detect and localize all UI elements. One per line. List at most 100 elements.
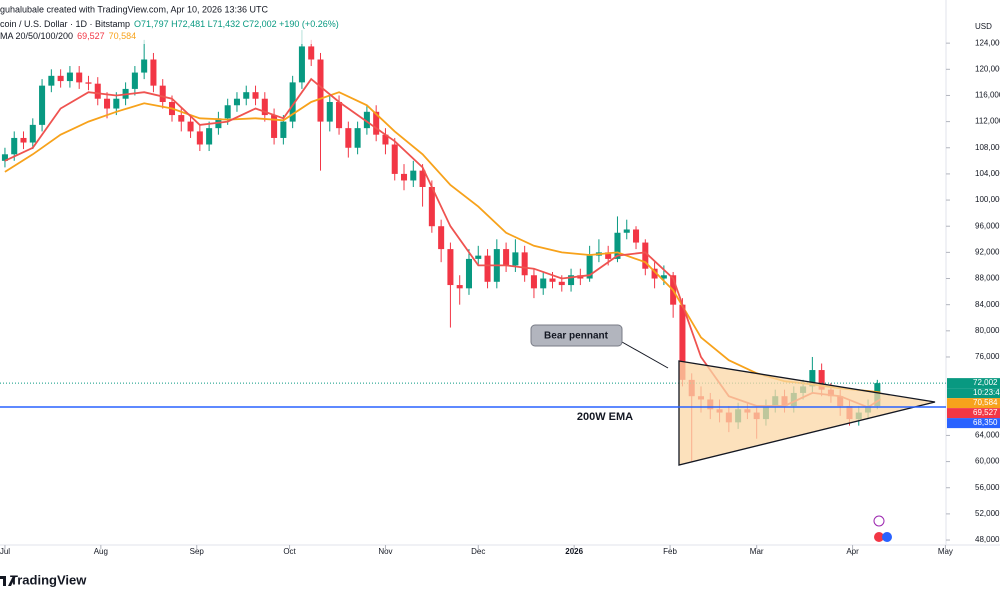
candle-body xyxy=(484,255,491,282)
currency: USD xyxy=(975,22,992,31)
candle-body xyxy=(131,72,138,89)
ohlc: O71,797 H72,481 L71,432 C72,002 +190 (+0… xyxy=(134,19,339,29)
candle-body xyxy=(224,105,231,119)
x-tick-label: Oct xyxy=(283,547,296,556)
candle-body xyxy=(373,111,380,135)
candle-body xyxy=(456,285,463,289)
candle-body xyxy=(141,59,148,73)
ma-value: 69,527 xyxy=(77,31,105,41)
candle-body xyxy=(187,121,194,132)
candle-body xyxy=(289,82,296,122)
candle-body xyxy=(280,121,287,138)
y-tick-label: 88,000 xyxy=(975,274,1000,283)
callout-text: Bear pennant xyxy=(544,331,609,342)
candle-body xyxy=(345,128,352,148)
candle-body xyxy=(605,252,612,259)
candle-body xyxy=(66,72,73,82)
y-tick-label: 108,000 xyxy=(975,143,1000,152)
y-tick-label: 76,000 xyxy=(975,352,1000,361)
y-tick-label: 80,000 xyxy=(975,326,1000,335)
price-label-bg xyxy=(947,378,1000,389)
candle-body xyxy=(48,75,55,86)
x-tick-label: Dec xyxy=(471,547,485,556)
x-tick-label: Sep xyxy=(190,547,205,556)
callout-pointer xyxy=(621,341,669,369)
candle-body xyxy=(243,92,250,99)
attribution: guhalubale created with TradingView.com,… xyxy=(0,4,269,14)
candle-body xyxy=(410,170,417,181)
candle-body xyxy=(113,98,120,109)
price-label: 72,002 xyxy=(973,378,998,387)
candle-body xyxy=(94,83,101,99)
icon xyxy=(874,532,884,542)
symbol: coin / U.S. Dollar · 1D · Bitstamp O71,79… xyxy=(0,19,339,29)
candle-body xyxy=(252,92,259,99)
candle-body xyxy=(150,59,157,86)
price-label: 70,584 xyxy=(973,398,998,407)
candle-body xyxy=(29,124,36,143)
candle-body xyxy=(298,46,305,83)
candle-body xyxy=(76,72,83,83)
y-tick-label: 112,000 xyxy=(975,117,1000,126)
price-label: 69,527 xyxy=(973,408,998,417)
candle-body xyxy=(419,170,426,187)
y-tick-label: 104,000 xyxy=(975,169,1000,178)
candle-body xyxy=(549,278,556,282)
candle-body xyxy=(317,59,324,122)
candle-body xyxy=(651,268,658,279)
countdown-bg xyxy=(947,388,1000,399)
logo: TradingView xyxy=(0,572,87,587)
candle-body xyxy=(57,75,64,82)
candle-body xyxy=(465,258,472,289)
header-bg xyxy=(0,0,420,44)
candle-body xyxy=(428,186,435,227)
candle-body xyxy=(633,229,640,243)
ma-line xyxy=(4,91,881,394)
x-tick-label: 2026 xyxy=(565,547,583,556)
y-tick-label: 124,000 xyxy=(975,38,1000,47)
x-tick-label: May xyxy=(938,547,953,556)
candle-body xyxy=(512,252,519,266)
x-tick-label: Mar xyxy=(750,547,764,556)
candle-body xyxy=(326,101,333,122)
candle-body xyxy=(438,226,445,250)
y-tick-label: 52,000 xyxy=(975,509,1000,518)
symbol-name: coin / U.S. Dollar · 1D · Bitstamp xyxy=(0,19,130,29)
candle-body xyxy=(530,275,537,289)
price-label: 68,350 xyxy=(973,418,998,427)
candle-body xyxy=(159,85,166,102)
y-tick-label: 84,000 xyxy=(975,300,1000,309)
candle-body xyxy=(308,46,315,60)
candle-body xyxy=(660,275,667,279)
pennant-triangle xyxy=(678,360,936,466)
ma-title: MA 20/50/100/200 xyxy=(0,31,73,41)
candle-body xyxy=(336,101,343,129)
price-label-bg xyxy=(947,398,1000,409)
y-tick-label: 92,000 xyxy=(975,247,1000,256)
ma-legend: MA 20/50/100/200 69,527 70,584 xyxy=(0,31,136,41)
candle-body xyxy=(354,128,361,148)
icon xyxy=(873,515,885,527)
candle-body xyxy=(391,144,398,174)
candle-body xyxy=(20,137,27,143)
candle-body xyxy=(503,249,510,266)
y-tick-label: 120,000 xyxy=(975,64,1000,73)
candle-body xyxy=(475,255,482,259)
candle-body xyxy=(271,115,278,138)
candle-body xyxy=(1,154,8,161)
y-tick-label: 100,000 xyxy=(975,195,1000,204)
candle-body xyxy=(568,275,575,286)
icon xyxy=(882,532,892,542)
candle-body xyxy=(447,249,454,286)
ma-value: 70,584 xyxy=(109,31,137,41)
candle-body xyxy=(818,370,825,390)
callout-box xyxy=(530,324,623,347)
candle-body xyxy=(363,111,370,129)
y-tick-label: 48,000 xyxy=(975,535,1000,544)
y-tick-label: 96,000 xyxy=(975,221,1000,230)
x-tick-label: Feb xyxy=(663,547,677,556)
candle-body xyxy=(382,134,389,145)
countdown: 10:23:45 xyxy=(973,388,1000,397)
candle-body xyxy=(196,131,203,145)
